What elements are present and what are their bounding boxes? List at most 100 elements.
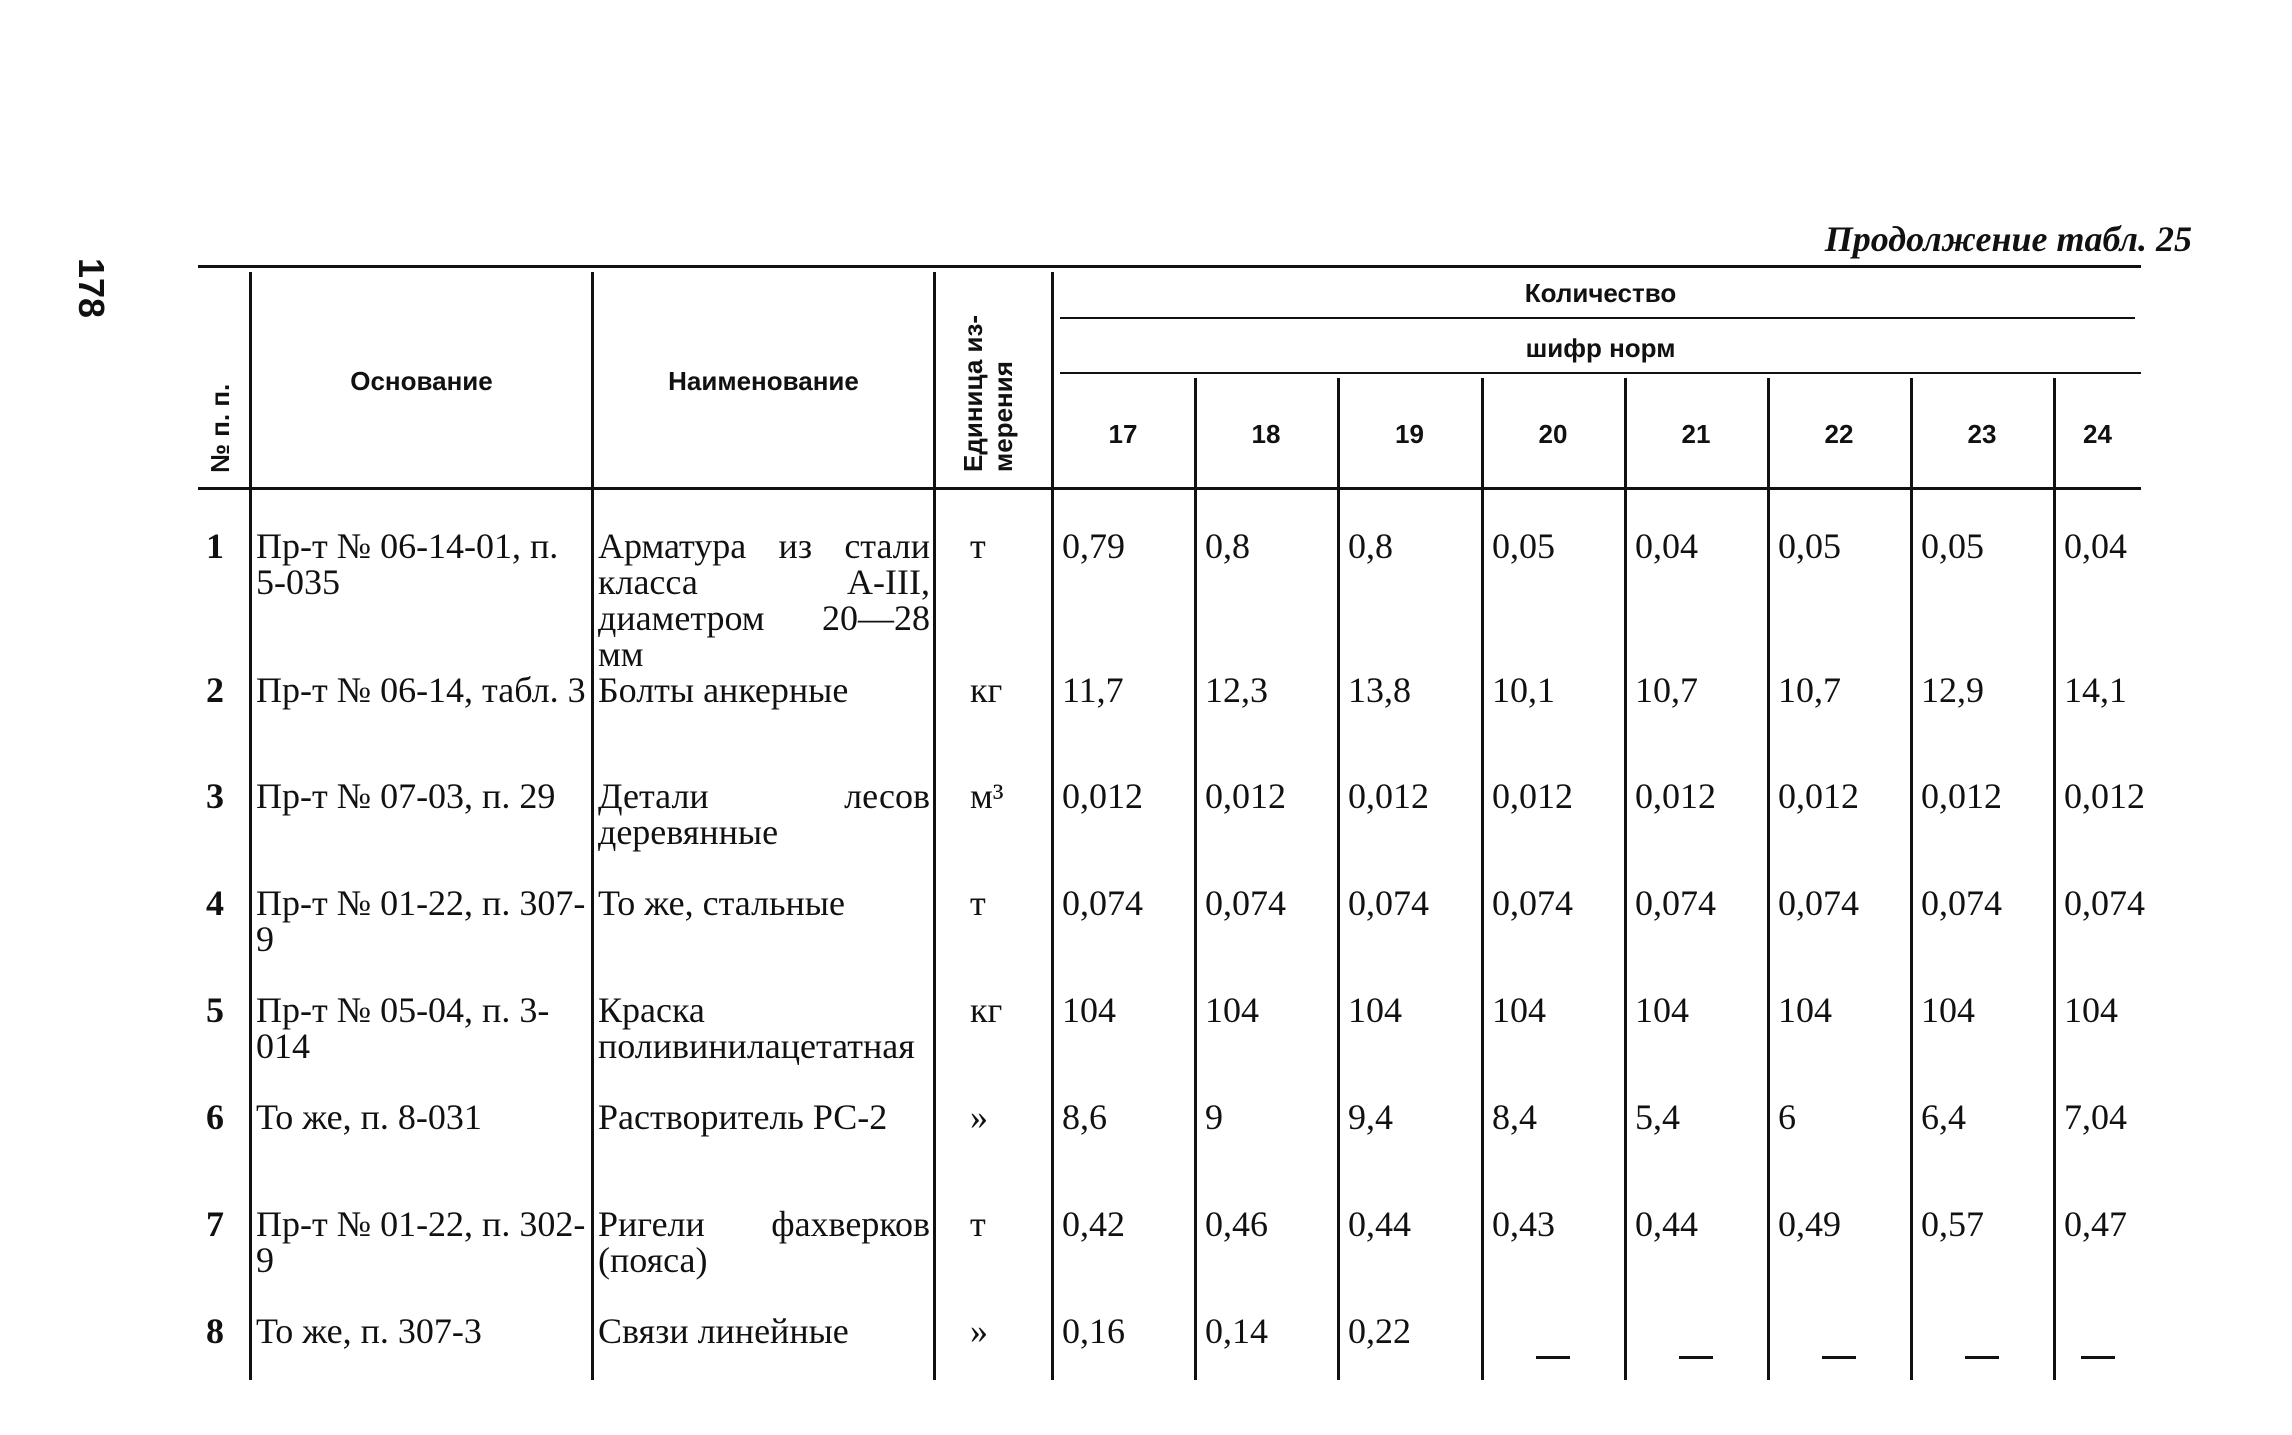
row-number: 2 xyxy=(206,670,224,710)
row-value: 104 xyxy=(1635,990,1689,1030)
row-number: 7 xyxy=(206,1204,224,1244)
column-divider xyxy=(1910,378,1913,1380)
row-number: 5 xyxy=(206,990,224,1030)
row-value: 11,7 xyxy=(1062,670,1124,710)
row-value: 8,6 xyxy=(1062,1097,1107,1137)
top-rule xyxy=(198,265,2141,268)
row-value: 0,05 xyxy=(1492,526,1555,566)
row-value: 8,4 xyxy=(1492,1097,1537,1137)
row-value: 0,43 xyxy=(1492,1204,1555,1244)
column-divider xyxy=(1624,378,1627,1380)
row-name: Ригели фахверков (пояса) xyxy=(598,1204,930,1280)
row-name: То же, стальные xyxy=(598,883,845,923)
row-value: 12,9 xyxy=(1921,670,1984,710)
row-value: 12,3 xyxy=(1205,670,1268,710)
page-number: 178 xyxy=(71,258,112,319)
row-value: 104 xyxy=(2064,990,2118,1030)
header-norm-7: 24 xyxy=(2083,419,2112,449)
row-value: 0,14 xyxy=(1205,1311,1268,1351)
row-value: 13,8 xyxy=(1348,670,1411,710)
row-unit: » xyxy=(970,1311,988,1351)
row-value: 0,074 xyxy=(2064,883,2145,923)
row-unit: кг xyxy=(970,670,1003,710)
row-value: 0,05 xyxy=(1778,526,1841,566)
row-name: Краска поливинилацетатная xyxy=(598,990,915,1066)
row-name: Детали лесов деревянные xyxy=(598,776,930,852)
row-basis: Пр-т № 01-22, п. 307-9 xyxy=(256,883,586,959)
row-value: 104 xyxy=(1492,990,1546,1030)
row-value: 6 xyxy=(1778,1097,1796,1137)
value-dash: — xyxy=(1965,1356,1999,1359)
row-value-dash: — xyxy=(1482,1329,1624,1365)
column-divider xyxy=(249,272,252,1380)
column-divider xyxy=(1767,378,1770,1380)
row-value: 104 xyxy=(1062,990,1116,1030)
row-basis: Пр-т № 01-22, п. 302-9 xyxy=(256,1204,586,1280)
header-norm-0: 17 xyxy=(1108,419,1138,449)
row-number: 8 xyxy=(206,1311,224,1351)
header-norm-1: 18 xyxy=(1251,419,1281,449)
row-value: 6,4 xyxy=(1921,1097,1966,1137)
header-norm-6: 23 xyxy=(1967,419,1997,449)
row-unit: т xyxy=(970,1204,986,1244)
row-name: Болты анкерные xyxy=(598,670,849,710)
column-divider xyxy=(591,272,594,1380)
row-value: 0,074 xyxy=(1778,883,1859,923)
row-value: 0,8 xyxy=(1348,526,1393,566)
row-value: 9,4 xyxy=(1348,1097,1393,1137)
row-value: 0,012 xyxy=(1778,776,1859,816)
header-number: № п. п. xyxy=(205,383,235,473)
column-divider xyxy=(1337,378,1340,1380)
row-unit: т xyxy=(970,883,986,923)
header-norm-5: 22 xyxy=(1824,419,1854,449)
row-value: 0,16 xyxy=(1062,1311,1125,1351)
column-divider xyxy=(1051,272,1054,1380)
row-value: 0,012 xyxy=(1921,776,2002,816)
value-dash: — xyxy=(1822,1356,1856,1359)
row-value: 0,074 xyxy=(1205,883,1286,923)
row-unit: » xyxy=(970,1097,988,1137)
row-value: 14,1 xyxy=(2064,670,2127,710)
row-value: 0,05 xyxy=(1921,526,1984,566)
row-value-dash: — xyxy=(1911,1329,2053,1365)
header-cipher: шифр норм xyxy=(1525,333,1676,363)
header-basis: Основание xyxy=(350,366,493,396)
row-value: 0,42 xyxy=(1062,1204,1125,1244)
row-value-dash: — xyxy=(1625,1329,1767,1365)
row-name: Связи линейные xyxy=(598,1311,849,1351)
row-basis: Пр-т № 06-14-01, п. 5-035 xyxy=(256,526,559,602)
header-bottom-rule xyxy=(198,487,2141,490)
column-divider xyxy=(1481,378,1484,1380)
row-value: 0,79 xyxy=(1062,526,1125,566)
row-basis: То же, п. 8-031 xyxy=(256,1097,482,1137)
row-value: 0,012 xyxy=(1205,776,1286,816)
row-value: 0,074 xyxy=(1635,883,1716,923)
row-value: 0,49 xyxy=(1778,1204,1841,1244)
row-value: 0,22 xyxy=(1348,1311,1411,1351)
cipher-rule xyxy=(1060,372,2141,374)
row-unit: т xyxy=(970,526,986,566)
row-value: 0,44 xyxy=(1348,1204,1411,1244)
header-norm-3: 20 xyxy=(1538,419,1568,449)
row-value: 10,7 xyxy=(1778,670,1841,710)
row-value: 0,46 xyxy=(1205,1204,1268,1244)
row-value: 0,47 xyxy=(2064,1204,2127,1244)
row-basis: Пр-т № 07-03, п. 29 xyxy=(256,776,556,816)
value-dash: — xyxy=(2080,1356,2115,1359)
row-number: 3 xyxy=(206,776,224,816)
column-divider xyxy=(2053,378,2056,1380)
row-value: 5,4 xyxy=(1635,1097,1680,1137)
row-value-dash: — xyxy=(1768,1329,1910,1365)
row-value: 9 xyxy=(1205,1097,1223,1137)
row-name: Растворитель РС-2 xyxy=(598,1097,888,1137)
row-number: 6 xyxy=(206,1097,224,1137)
row-value: 0,04 xyxy=(1635,526,1698,566)
row-value: 0,8 xyxy=(1205,526,1250,566)
row-basis: Пр-т № 05-04, п. 3-014 xyxy=(256,990,550,1066)
row-number: 1 xyxy=(206,526,224,566)
row-name: Арматура из стали класса А-III, диаметро… xyxy=(598,526,930,674)
row-value: 0,57 xyxy=(1921,1204,1984,1244)
row-number: 4 xyxy=(206,883,224,923)
header-name: Наименование xyxy=(668,366,859,396)
row-value: 104 xyxy=(1205,990,1259,1030)
